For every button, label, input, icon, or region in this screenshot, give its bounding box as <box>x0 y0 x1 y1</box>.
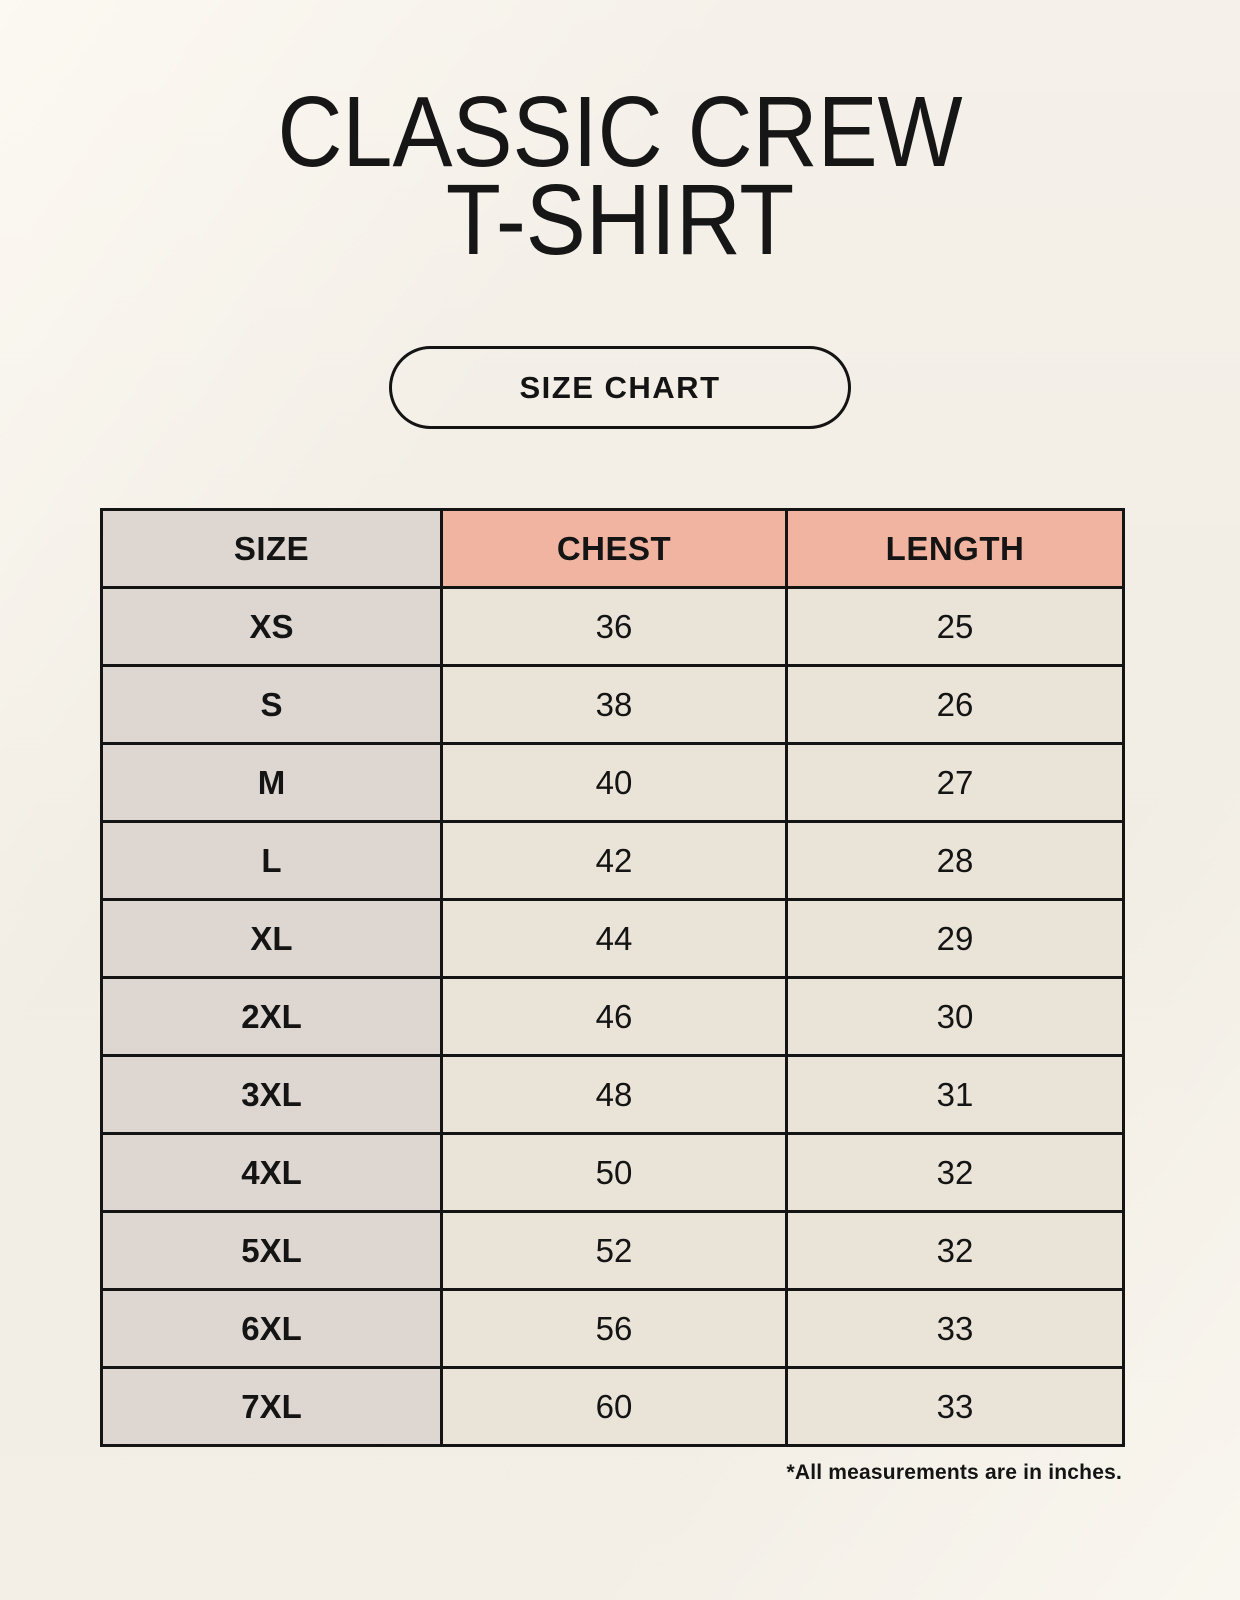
size-cell: M <box>100 742 443 823</box>
size-chart-button[interactable]: SIZE CHART <box>389 346 851 429</box>
chest-cell: 60 <box>440 1366 788 1447</box>
chest-cell: 44 <box>440 898 788 979</box>
length-cell: 31 <box>785 1054 1125 1135</box>
length-cell: 29 <box>785 898 1125 979</box>
length-cell: 33 <box>785 1288 1125 1369</box>
size-cell: 2XL <box>100 976 443 1057</box>
chest-cell: 40 <box>440 742 788 823</box>
column-header-size: SIZE <box>100 508 443 589</box>
table-row: XL 44 29 <box>100 898 1125 979</box>
page-title-line-1: CLASSIC CREW <box>277 76 963 188</box>
length-cell: 27 <box>785 742 1125 823</box>
size-table-body: XS 36 25 S 38 26 M 40 27 L 42 28 XL 44 29 2XL 46 30 3XL 48 3… <box>100 586 1125 1447</box>
page-title-line-2: T-SHIRT <box>445 164 795 276</box>
page-title: CLASSIC CREW T-SHIRT <box>0 0 1240 276</box>
size-table: SIZE CHEST LENGTH XS 36 25 S 38 26 M 40 27 L 42 28 X… <box>100 508 1125 1447</box>
chest-cell: 50 <box>440 1132 788 1213</box>
table-row: L 42 28 <box>100 820 1125 901</box>
column-header-length: LENGTH <box>785 508 1125 589</box>
size-cell: 5XL <box>100 1210 443 1291</box>
table-row: 6XL 56 33 <box>100 1288 1125 1369</box>
table-row: 7XL 60 33 <box>100 1366 1125 1447</box>
measurements-footnote: *All measurements are in inches. <box>786 1461 1122 1484</box>
size-table-header: SIZE CHEST LENGTH <box>100 508 1125 589</box>
length-cell: 28 <box>785 820 1125 901</box>
column-header-chest: CHEST <box>440 508 788 589</box>
table-row: 3XL 48 31 <box>100 1054 1125 1135</box>
chest-cell: 48 <box>440 1054 788 1135</box>
size-cell: 7XL <box>100 1366 443 1447</box>
length-cell: 32 <box>785 1210 1125 1291</box>
size-cell: L <box>100 820 443 901</box>
chest-cell: 56 <box>440 1288 788 1369</box>
chest-cell: 52 <box>440 1210 788 1291</box>
chest-cell: 38 <box>440 664 788 745</box>
chest-cell: 36 <box>440 586 788 667</box>
table-row: M 40 27 <box>100 742 1125 823</box>
table-row: 2XL 46 30 <box>100 976 1125 1057</box>
table-row: XS 36 25 <box>100 586 1125 667</box>
chest-cell: 46 <box>440 976 788 1057</box>
size-cell: 6XL <box>100 1288 443 1369</box>
size-chart-button-label: SIZE CHART <box>519 369 721 405</box>
length-cell: 25 <box>785 586 1125 667</box>
size-cell: XL <box>100 898 443 979</box>
chest-cell: 42 <box>440 820 788 901</box>
length-cell: 32 <box>785 1132 1125 1213</box>
table-row: 5XL 52 32 <box>100 1210 1125 1291</box>
table-row: S 38 26 <box>100 664 1125 745</box>
size-cell: 4XL <box>100 1132 443 1213</box>
length-cell: 26 <box>785 664 1125 745</box>
length-cell: 30 <box>785 976 1125 1057</box>
header-row: SIZE CHEST LENGTH <box>100 508 1125 589</box>
size-cell: XS <box>100 586 443 667</box>
size-cell: 3XL <box>100 1054 443 1135</box>
size-cell: S <box>100 664 443 745</box>
table-row: 4XL 50 32 <box>100 1132 1125 1213</box>
length-cell: 33 <box>785 1366 1125 1447</box>
